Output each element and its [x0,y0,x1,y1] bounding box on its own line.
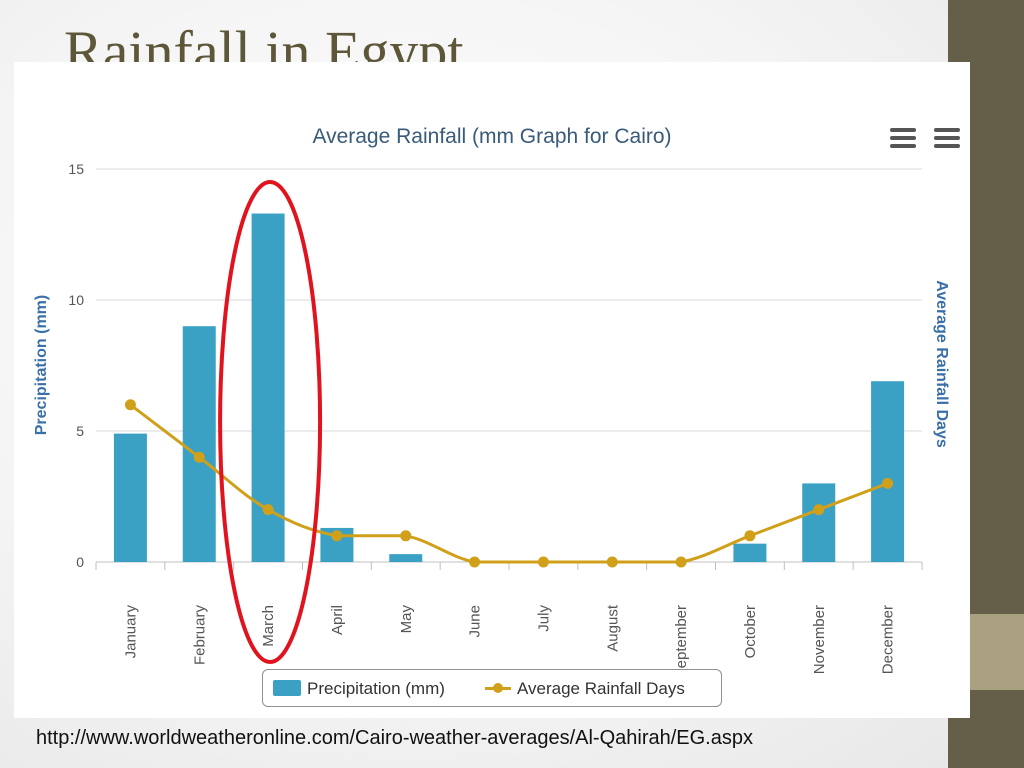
legend-label-rainfall-days: Average Rainfall Days [517,679,685,698]
x-category-label: September [673,605,690,678]
y-tick-label: 5 [76,423,84,439]
x-category-label: January [122,605,139,659]
x-category-label: December [880,605,897,674]
rainfall-days-point-january [124,399,136,411]
x-category-label: October [742,605,759,658]
rainfall-days-point-august [606,556,618,568]
precipitation-swatch [273,680,301,696]
highlight-ellipse [218,180,323,664]
x-category-label: May [398,605,415,634]
bar-february [182,326,216,562]
x-category-label: April [329,605,346,635]
menu-icon[interactable] [934,128,960,150]
rainfall-days-point-december [882,477,894,489]
rainfall-days-point-april [331,530,343,542]
rainfall-days-point-november [813,504,825,516]
x-category-label: June [467,605,484,638]
x-category-label: March [260,605,277,647]
y-tick-label: 0 [76,554,84,570]
x-category-label: November [811,605,828,674]
y-axis-title: Precipitation (mm) [33,295,50,435]
y-tick-label: 15 [68,161,84,177]
legend-label-precipitation: Precipitation (mm) [307,679,445,698]
source-link[interactable]: http://www.worldweatheronline.com/Cairo-… [36,727,753,749]
y-tick-label: 10 [68,292,84,308]
x-category-label: February [191,605,208,666]
x-category-label: July [535,605,552,632]
rainfall-days-marker-swatch [493,683,503,693]
rainfall-days-point-october [744,530,756,542]
rainfall-days-line [129,403,889,564]
bar-december [871,381,905,562]
chart-legend: Precipitation (mm) Average Rainfall Days [262,669,722,707]
rainfall-days-point-july [537,556,549,568]
rainfall-days-point-june [469,556,481,568]
y2-axis-title: Average Rainfall Days [933,280,950,448]
bar-january [113,433,147,562]
menu-icon[interactable] [890,128,916,150]
x-category-label: August [604,604,621,652]
bar-november [802,483,836,562]
rainfall-days-point-march [262,504,274,516]
rainfall-days-point-february [193,451,205,463]
rainfall-days-point-september [675,556,687,568]
bar-october [733,543,767,562]
chart-panel [14,62,970,718]
bar-may [389,554,423,562]
chart-title: Average Rainfall (mm Graph for Cairo) [312,125,671,148]
rainfall-days-point-may [400,530,412,542]
